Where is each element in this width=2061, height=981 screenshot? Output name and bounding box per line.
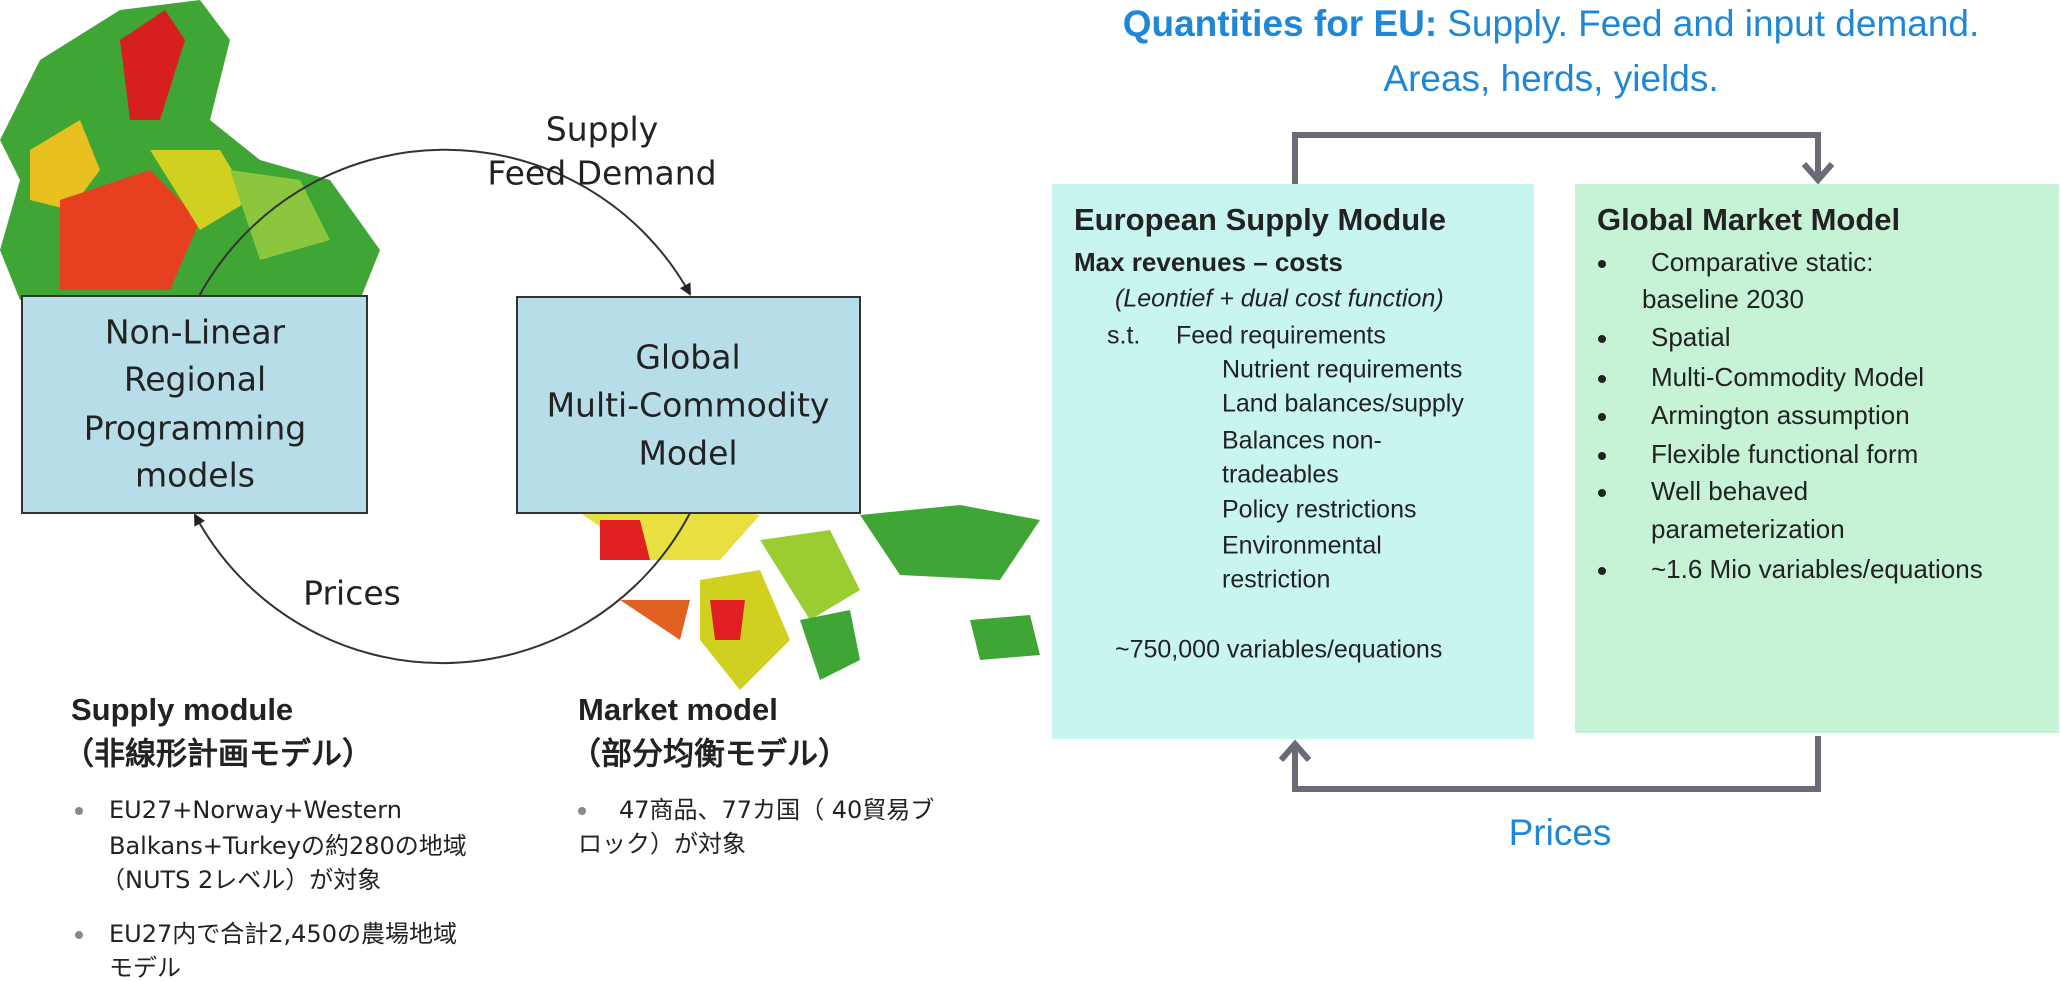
box-label: Model — [638, 434, 737, 473]
prices-connector — [1278, 736, 1821, 792]
bullet-text: ~1.6 Mio variables/equations — [1651, 554, 1983, 584]
bullet-text: EU27内で合計2,450の農場地域 — [109, 920, 457, 948]
bullet — [1598, 489, 1606, 497]
st-label: s.t. — [1107, 322, 1140, 350]
bullet — [1598, 335, 1606, 343]
cycle-label: Supply — [546, 110, 658, 149]
module-title: Supply module — [71, 692, 293, 727]
bullet — [578, 807, 586, 815]
module-title: Market model — [578, 692, 778, 727]
bullet — [75, 931, 83, 939]
model-size: ~750,000 variables/equations — [1115, 636, 1442, 664]
cycle-label: Prices — [303, 574, 401, 613]
bullet-text: Well behaved — [1651, 476, 1808, 506]
bullet-text: Armington assumption — [1651, 400, 1910, 430]
bullet-text: Flexible functional form — [1651, 439, 1918, 469]
europe-map — [0, 0, 380, 300]
bullet-text: Spatial — [1651, 322, 1731, 352]
constraint: Environmental — [1222, 532, 1382, 560]
heading-part: Supply. Feed and input demand. — [1447, 3, 1979, 44]
prices-arrow — [194, 512, 691, 665]
global-box — [516, 296, 861, 514]
bullet-text: 47商品、77カ国（ 40貿易ブ — [619, 796, 934, 824]
supply-arrow — [196, 148, 691, 301]
constraint: tradeables — [1222, 461, 1339, 489]
box-label: Multi-Commodity — [547, 386, 830, 425]
note: (Leontief + dual cost function) — [1115, 285, 1444, 313]
regional-box — [21, 295, 368, 514]
box-label: models — [135, 456, 255, 495]
box-label: Global — [635, 338, 740, 377]
bullet-text: parameterization — [1651, 514, 1845, 544]
bullet — [1598, 375, 1606, 383]
box-label: Programming — [84, 409, 306, 448]
world-map — [580, 505, 1040, 690]
heading-line2: Areas, herds, yields. — [1383, 58, 1718, 99]
texts: Supply Feed Demand Prices Non-Linear Regiona… — [63, 3, 1983, 981]
bullet-text: EU27+Norway+Western — [109, 796, 402, 824]
constraint: restriction — [1222, 566, 1330, 594]
bullet — [75, 807, 83, 815]
bullet-text: Balkans+Turkeyの約280の地域 — [109, 832, 467, 860]
bullet — [1598, 260, 1606, 268]
box-title: Global Market Model — [1597, 202, 1900, 237]
supply-module-box — [1052, 184, 1534, 739]
heading-part: Quantities for EU: — [1123, 3, 1438, 44]
module-subtitle: （部分均衡モデル） — [570, 737, 849, 773]
objective: Max revenues – costs — [1074, 247, 1343, 277]
box-label: Non-Linear — [105, 313, 286, 352]
bullet-text: （NUTS 2レベル）が対象 — [101, 866, 381, 894]
bullet-text: モデル — [109, 954, 181, 981]
constraint: Nutrient requirements — [1222, 356, 1462, 384]
constraint: Feed requirements — [1176, 322, 1386, 350]
constraint: Balances non- — [1222, 427, 1382, 455]
box-title: European Supply Module — [1074, 202, 1446, 237]
heading: Quantities for EU: Supply. Feed and input… — [1123, 3, 1980, 44]
bullet-text: ロック）が対象 — [578, 830, 746, 858]
bullet — [1598, 413, 1606, 421]
market-model-box — [1575, 184, 2059, 733]
bullet — [1598, 452, 1606, 460]
prices-label: Prices — [1509, 812, 1612, 853]
quantities-connector — [1292, 132, 1835, 185]
bullet-text: Multi-Commodity Model — [1651, 362, 1924, 392]
bullet-text: Comparative static: — [1651, 247, 1874, 277]
box-label: Regional — [124, 360, 266, 399]
constraint: Land balances/supply — [1222, 390, 1464, 418]
bullet — [1598, 567, 1606, 575]
bullet-text: baseline 2030 — [1642, 284, 1804, 314]
cycle-label: Feed Demand — [487, 154, 716, 193]
module-subtitle: （非線形計画モデル） — [63, 737, 373, 773]
constraint: Policy restrictions — [1222, 496, 1417, 524]
